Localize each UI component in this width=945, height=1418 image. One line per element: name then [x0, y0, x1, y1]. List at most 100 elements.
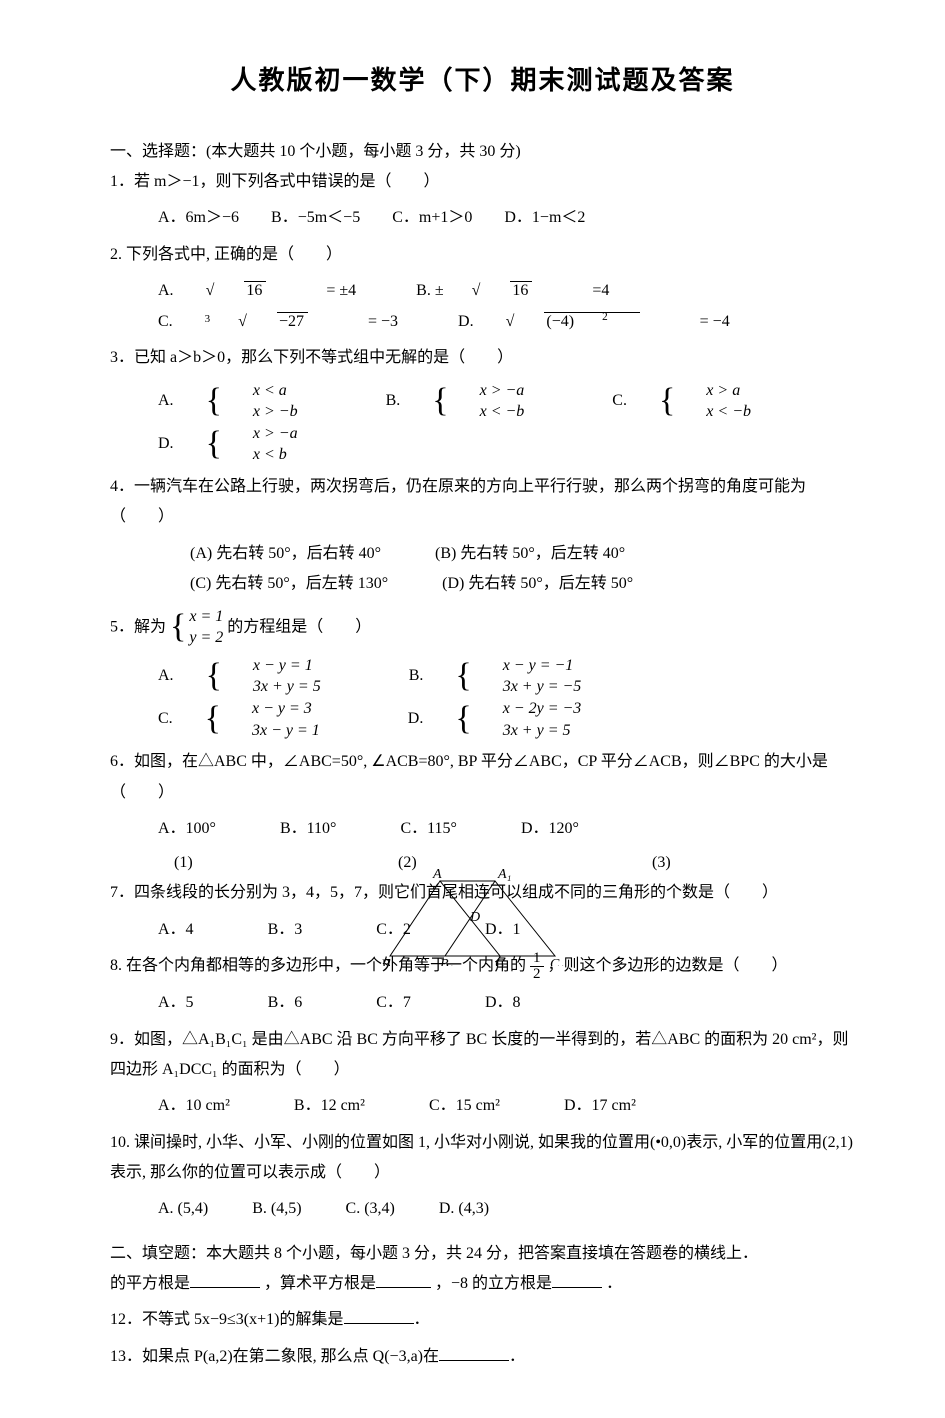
vertex-c1: C₁	[550, 957, 564, 966]
vertex-a: A	[432, 867, 442, 882]
q9-opt-c: C．15 cm²	[429, 1091, 500, 1121]
blank-1	[190, 1271, 260, 1288]
q5d-line1: x − 2y = −3	[503, 698, 582, 720]
q6-opt-b: B．110°	[280, 814, 336, 844]
q2a-rad: 16	[244, 281, 266, 299]
question-11: 的平方根是 ，算术平方根是 ，−8 的立方根是 ．	[110, 1269, 855, 1299]
q5a-label: A.	[158, 667, 174, 684]
question-1-options: A．6m＞−6 B．−5m＜−5 C．m+1＞0 D．1−m＜2	[110, 203, 855, 233]
q3b-line2: x < −b	[480, 401, 525, 423]
q10-opt-c: C. (3,4)	[346, 1194, 395, 1224]
q5-opt-d: D. {x − 2y = −33x + y = 5	[408, 698, 637, 741]
blank-3	[552, 1271, 602, 1288]
q2d-post: = −4	[696, 313, 730, 330]
triangle-translation-icon: A A₁ B B₁ C C₁ D	[370, 866, 600, 966]
question-1: 1．若 m＞−1，则下列各式中错误的是（ ）	[110, 167, 855, 197]
q8-opt-d: D．8	[485, 988, 521, 1018]
q2-opt-a: A. √16 = ±4	[158, 276, 384, 306]
question-5-options: A. {x − y = 13x + y = 5 B. {x − y = −13x…	[110, 655, 855, 741]
question-9-options: A．10 cm² B．12 cm² C．15 cm² D．17 cm²	[110, 1091, 855, 1121]
q2c-rad: −27	[277, 312, 308, 330]
q3d-line1: x > −a	[253, 423, 298, 445]
q3a-line2: x > −b	[253, 401, 298, 423]
q2c-pre: C.	[158, 313, 177, 330]
q5-opt-b: B. {x − y = −13x + y = −5	[409, 655, 638, 698]
q2-opt-c: C. 3√−27 = −3	[158, 307, 426, 337]
q5d-line2: 3x + y = 5	[503, 720, 582, 742]
q5c-label: C.	[158, 710, 173, 727]
q5-post: 的方程组是（ ）	[227, 618, 371, 635]
q12-end: ．	[414, 1311, 430, 1328]
q4-opt-a: (A) 先右转 50°，后右转 40°	[190, 539, 381, 569]
q3d-label: D.	[158, 435, 174, 452]
q7-opt-a: A．4	[158, 915, 194, 945]
q11-b: ，算术平方根是	[264, 1275, 376, 1292]
fig-label-1: (1)	[174, 854, 394, 872]
q3d-line2: x < b	[253, 444, 298, 466]
vertex-a1: A₁	[497, 867, 511, 882]
q2b-pre: B. ±	[416, 282, 443, 299]
q4-opt-b: (B) 先右转 50°，后左转 40°	[435, 539, 625, 569]
vertex-b1: B₁	[440, 957, 453, 966]
question-6-options: A．100° B．110° C．115° D．120°	[110, 814, 855, 844]
blank-2	[376, 1271, 431, 1288]
q2c-post: = −3	[364, 313, 398, 330]
q2d-rad: (−4)	[546, 313, 574, 330]
vertex-b: B	[382, 956, 391, 966]
q5b-line2: 3x + y = −5	[503, 676, 582, 698]
fig-label-3: (3)	[652, 854, 671, 872]
question-13: 13．如果点 P(a,2)在第二象限, 那么点 Q(−3,a)在．	[110, 1342, 855, 1372]
question-3-options: A. {x < ax > −b B. {x > −ax < −b C. {x >…	[110, 380, 855, 466]
q5-line2: y = 2	[189, 627, 223, 649]
q13-text: 13．如果点 P(a,2)在第二象限, 那么点 Q(−3,a)在	[110, 1348, 439, 1365]
q5d-label: D.	[408, 710, 424, 727]
q3-opt-c: C. {x > ax < −b	[612, 380, 807, 423]
q10-opt-a: A. (5,4)	[158, 1194, 208, 1224]
q3b-line1: x > −a	[480, 380, 525, 402]
q5c-line1: x − y = 3	[252, 698, 320, 720]
q2b-rad: 16	[510, 281, 532, 299]
q6-opt-a: A．100°	[158, 814, 216, 844]
question-6: 6．如图，在△ABC 中，∠ABC=50°, ∠ACB=80°, BP 平分∠A…	[110, 747, 855, 808]
q3-opt-b: B. {x > −ax < −b	[386, 380, 581, 423]
section-1-heading: 一、选择题：(本大题共 10 个小题，每小题 3 分，共 30 分)	[110, 137, 855, 161]
q3-opt-a: A. {x < ax > −b	[158, 380, 354, 423]
q9-opt-d: D．17 cm²	[564, 1091, 636, 1121]
q2a-pre: A.	[158, 282, 178, 299]
q5b-label: B.	[409, 667, 424, 684]
q3c-line1: x > a	[706, 380, 751, 402]
q5-pre: 5．解为	[110, 618, 166, 635]
q1-opt-a: A．6m＞−6	[158, 203, 239, 233]
blank-5	[439, 1344, 509, 1361]
q2c-index: 3	[205, 313, 211, 325]
q3c-line2: x < −b	[706, 401, 751, 423]
question-4: 4．一辆汽车在公路上行驶，两次拐弯后，仍在原来的方向上平行行驶，那么两个拐弯的角…	[110, 472, 855, 533]
question-2: 2. 下列各式中, 正确的是（ ）	[110, 240, 855, 270]
question-10-options: A. (5,4) B. (4,5) C. (3,4) D. (4,3)	[110, 1194, 855, 1224]
q9-opt-b: B．12 cm²	[294, 1091, 365, 1121]
q1-opt-b: B．−5m＜−5	[271, 203, 360, 233]
q6-opt-c: C．115°	[400, 814, 456, 844]
frac-den: 2	[530, 967, 544, 982]
blank-4	[344, 1307, 414, 1324]
vertex-d: D	[469, 910, 480, 925]
question-8-options: A．5 B．6 C．7 D．8	[110, 988, 855, 1018]
q5-line1: x = 1	[189, 606, 223, 628]
question-3: 3．已知 a＞b＞0，那么下列不等式组中无解的是（ ）	[110, 343, 855, 373]
q1-opt-c: C．m+1＞0	[392, 203, 472, 233]
q5c-line2: 3x − y = 1	[252, 720, 320, 742]
q12-text: 12．不等式 5x−9≤3(x+1)的解集是	[110, 1311, 344, 1328]
section-2-heading: 二、填空题：本大题共 8 个小题，每小题 3 分，共 24 分，把答案直接填在答…	[110, 1239, 855, 1263]
q4-opt-c: (C) 先右转 50°，后左转 130°	[190, 569, 388, 599]
question-2-options: A. √16 = ±4 B. ±√16 =4 C. 3√−27 = −3 D. …	[110, 276, 855, 337]
q2-opt-d: D. √(−4)2 = −4	[458, 307, 758, 338]
q11-d: ．	[606, 1275, 622, 1292]
q11-c: ，−8 的立方根是	[435, 1275, 552, 1292]
q2b-post: =4	[588, 282, 609, 299]
question-12: 12．不等式 5x−9≤3(x+1)的解集是 ．	[110, 1305, 855, 1335]
q5a-line2: 3x + y = 5	[253, 676, 321, 698]
q3c-label: C.	[612, 392, 627, 409]
q10-opt-d: D. (4,3)	[439, 1194, 489, 1224]
q5-opt-a: A. {x − y = 13x + y = 5	[158, 655, 377, 698]
q8-opt-c: C．7	[376, 988, 411, 1018]
